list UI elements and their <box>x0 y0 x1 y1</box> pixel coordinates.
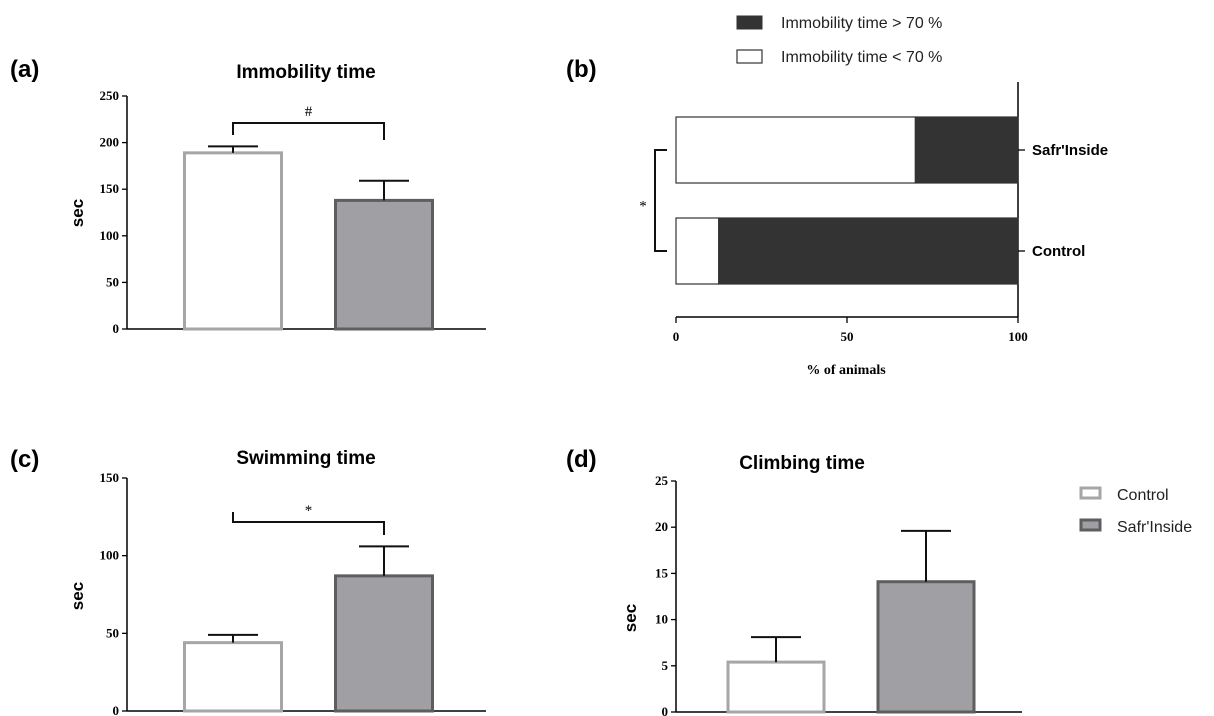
legend-groups: Control Safr'Inside <box>1079 486 1192 536</box>
y-axis-label-d: sec <box>621 604 640 632</box>
chart-title-a: Immobility time <box>236 62 375 83</box>
x-tick-label: 100 <box>1008 329 1028 344</box>
y-tick-label: 0 <box>662 704 669 716</box>
y-axis-label-a: sec <box>68 199 87 227</box>
category-label-safr-inside: Safr'Inside <box>1032 142 1108 159</box>
segment-control-high <box>718 217 1019 285</box>
y-tick-label: 50 <box>106 625 119 640</box>
y-tick-label: 100 <box>100 228 120 243</box>
y-tick-label: 20 <box>655 519 668 534</box>
significance-bracket <box>232 122 385 140</box>
bar-safr-inside <box>876 580 976 714</box>
y-tick-label: 150 <box>100 470 120 485</box>
bar-safr-inside <box>334 574 434 713</box>
y-axis-label-c: sec <box>68 582 87 610</box>
chart-immobility-percent: 0 50 100 Safr'Inside Control * <box>639 82 1108 344</box>
legend-swatch-safr <box>1079 518 1102 532</box>
legend-label-safr: Safr'Inside <box>1117 519 1192 536</box>
x-axis-label-b: % of animals <box>806 363 886 378</box>
y-tick-label: 25 <box>655 473 669 488</box>
bar-control <box>183 641 283 713</box>
legend-swatch-low-immobility <box>736 49 763 64</box>
panel-letter-a: (a) <box>10 56 39 83</box>
y-tick-label: 250 <box>100 88 120 103</box>
significance-marker: # <box>305 104 313 120</box>
significance-marker: * <box>305 503 313 519</box>
chart-title-d: Climbing time <box>739 453 865 474</box>
segment-safr-inside-high <box>914 116 1019 184</box>
y-tick-label: 200 <box>100 135 120 150</box>
legend-label-high-immobility: Immobility time > 70 % <box>781 15 942 32</box>
segment-safr-inside-low <box>675 116 916 184</box>
chart-immobility: 0 50 100 150 200 250 # <box>100 88 486 336</box>
x-tick-label: 0 <box>673 329 680 344</box>
bar-control <box>726 660 826 714</box>
category-label-control: Control <box>1032 243 1085 260</box>
x-tick-label: 50 <box>841 329 854 344</box>
y-tick-label: 5 <box>662 658 669 673</box>
panel-letter-b: (b) <box>566 56 597 83</box>
legend-swatch-control <box>1079 486 1102 500</box>
legend-swatch-high-immobility <box>736 15 763 30</box>
panel-letter-d: (d) <box>566 446 597 473</box>
y-tick-label: 100 <box>100 548 120 563</box>
y-tick-label: 150 <box>100 181 120 196</box>
significance-bracket <box>654 149 667 252</box>
legend-immobility: Immobility time > 70 % Immobility time <… <box>736 15 942 66</box>
legend-label-control: Control <box>1117 487 1169 504</box>
chart-title-c: Swimming time <box>236 448 375 469</box>
y-tick-label: 10 <box>655 612 668 627</box>
chart-swimming: 0 50 100 150 * <box>100 470 486 716</box>
y-tick-label: 0 <box>113 321 120 336</box>
y-tick-label: 0 <box>113 703 120 716</box>
y-tick-label: 15 <box>655 565 669 580</box>
significance-marker: * <box>639 199 647 215</box>
segment-control-low <box>675 217 720 285</box>
panel-letter-c: (c) <box>10 446 39 473</box>
significance-bracket <box>232 512 385 535</box>
y-tick-label: 50 <box>106 274 119 289</box>
bar-control <box>183 151 283 331</box>
legend-label-low-immobility: Immobility time < 70 % <box>781 49 942 66</box>
bar-safr-inside <box>334 198 434 331</box>
chart-climbing: 0 5 10 15 20 25 <box>655 473 1022 716</box>
